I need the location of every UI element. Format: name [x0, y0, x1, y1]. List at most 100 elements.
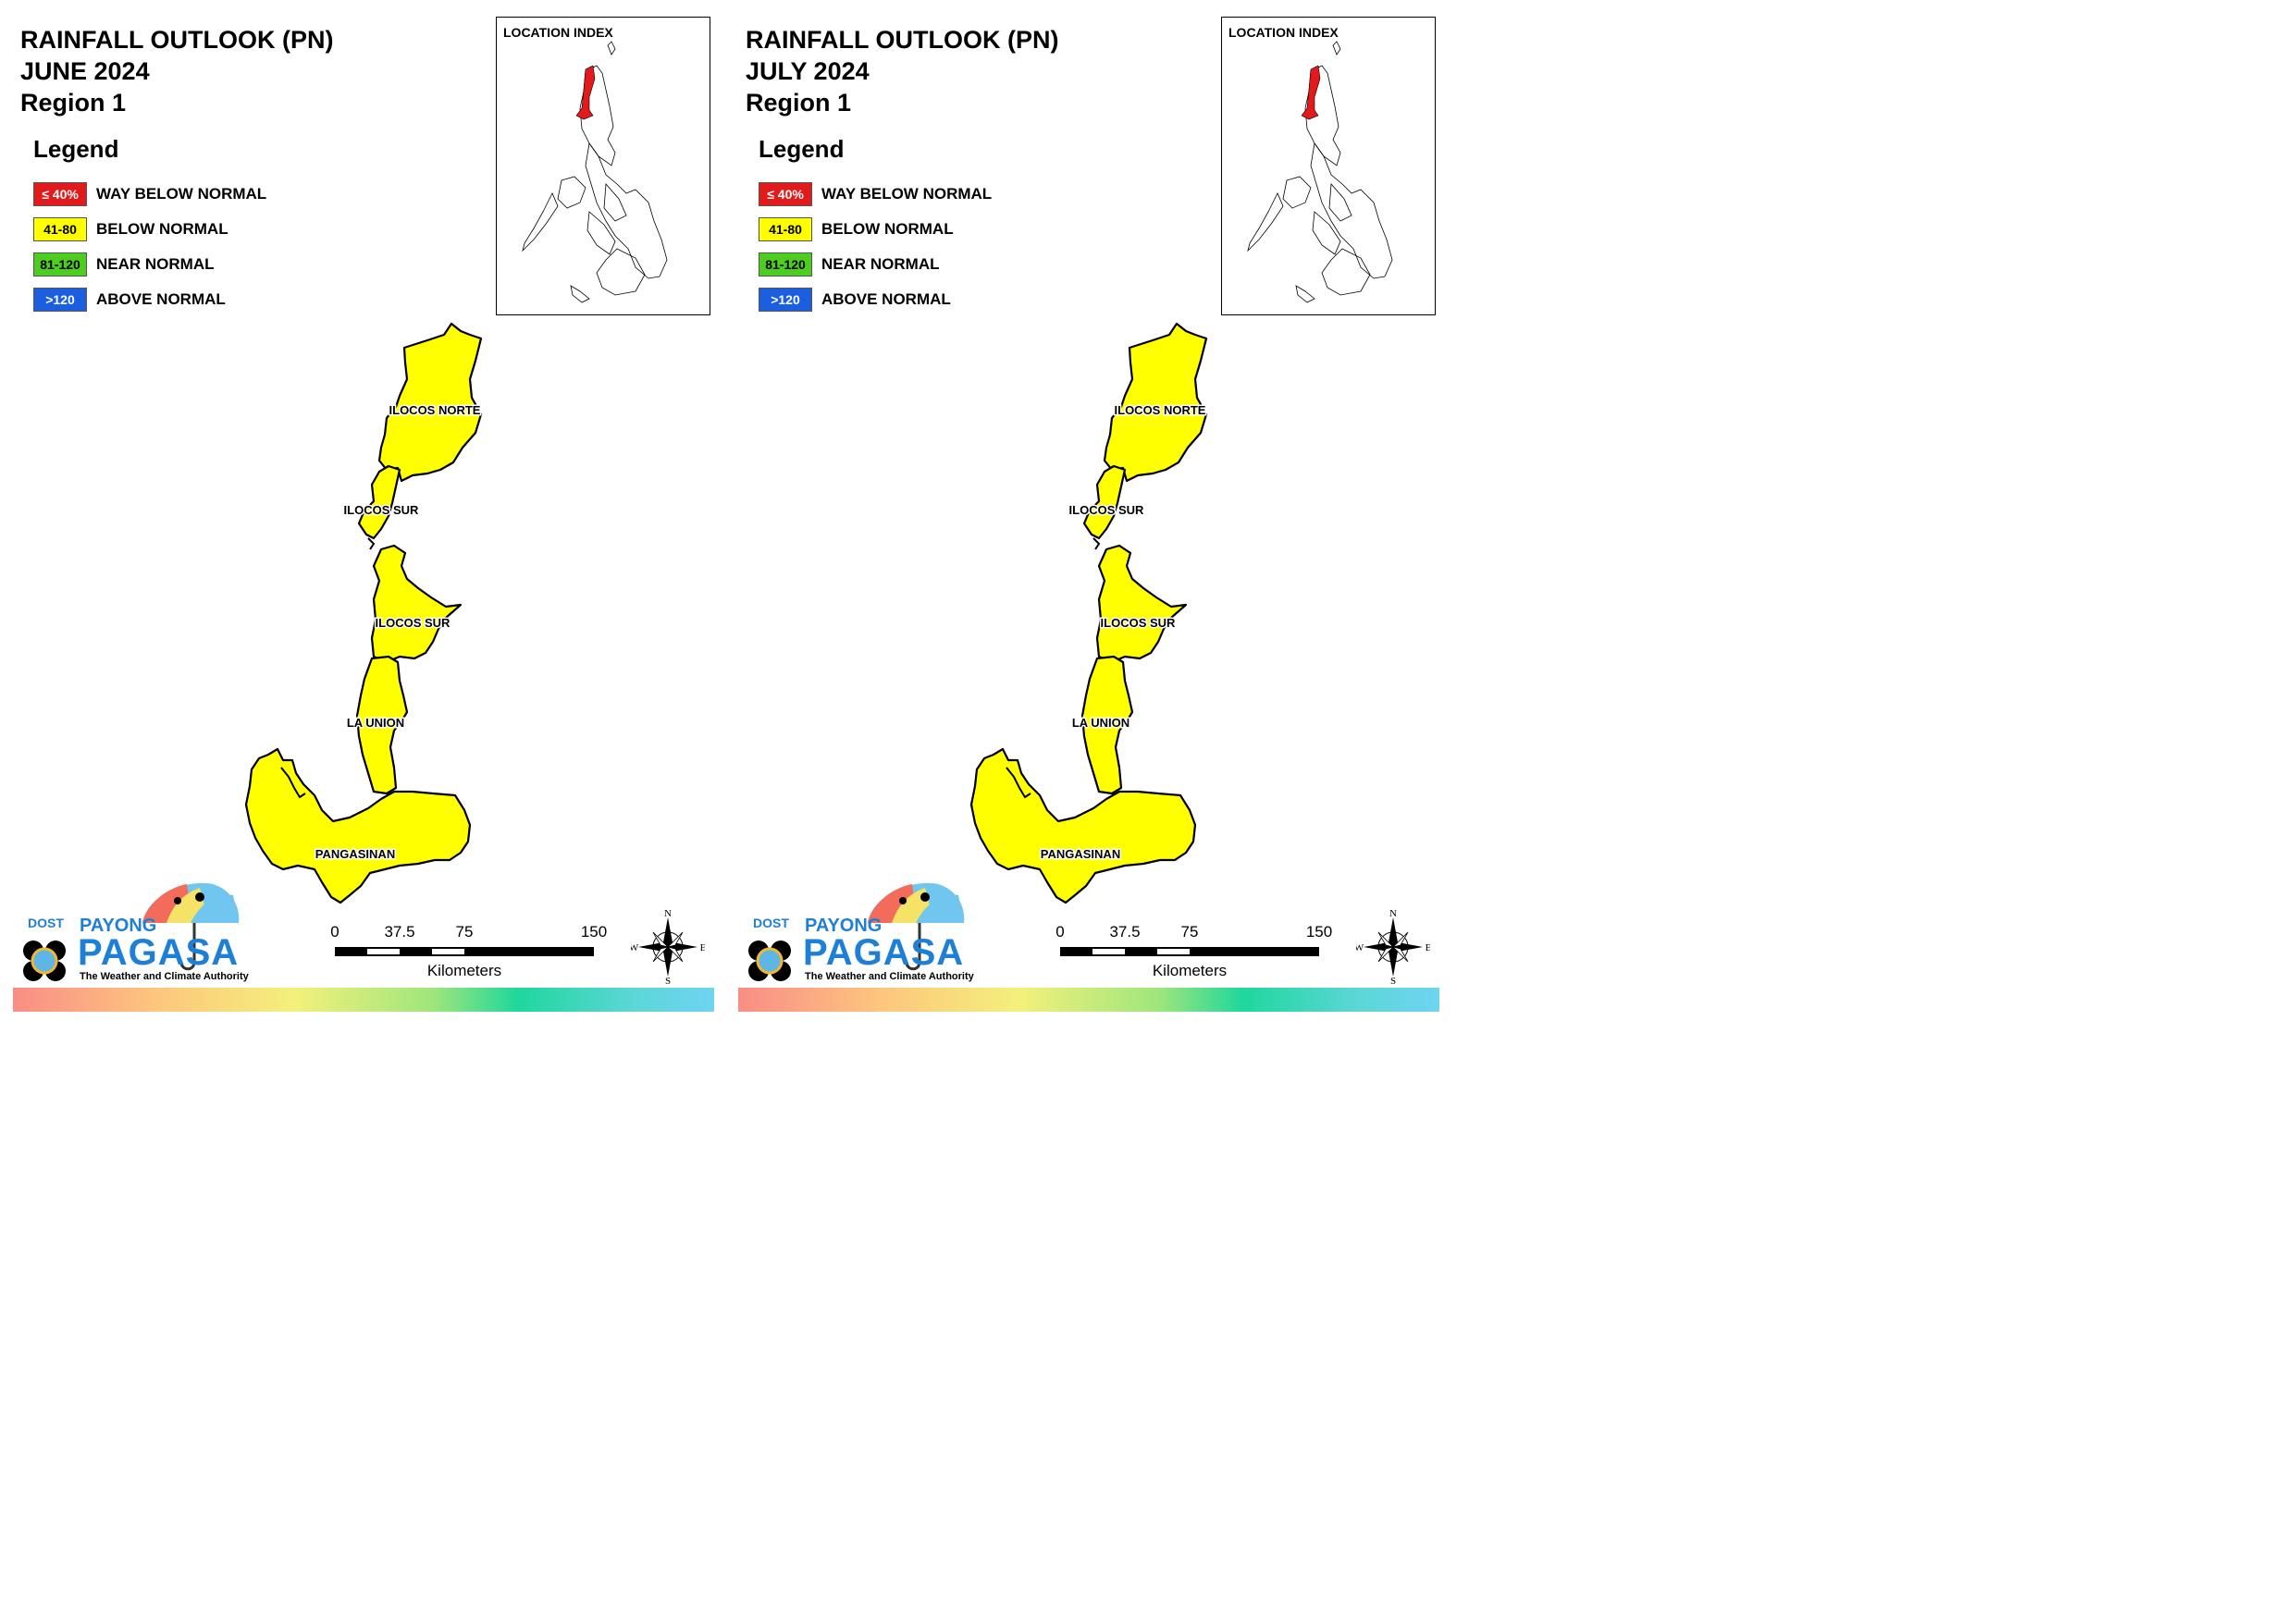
- title-line-2: JUNE 2024: [20, 57, 150, 85]
- map-title: RAINFALL OUTLOOK (PN) JULY 2024 Region 1: [746, 24, 1058, 118]
- compass-s: S: [665, 976, 671, 984]
- province-label: PANGASINAN: [1041, 847, 1120, 861]
- legend-swatch: 41-80: [33, 217, 87, 241]
- logo-dost-text: DOST: [753, 916, 789, 930]
- title-line-3: Region 1: [746, 89, 852, 117]
- logo-dost-text: DOST: [28, 916, 64, 930]
- legend-item-below-normal: 41-80 BELOW NORMAL: [759, 212, 992, 247]
- compass-w: W: [1356, 942, 1364, 953]
- legend-label: NEAR NORMAL: [821, 255, 940, 273]
- legend-swatch: 41-80: [759, 217, 812, 241]
- legend-item-below-normal: 41-80 BELOW NORMAL: [33, 212, 266, 247]
- compass-n: N: [1389, 910, 1397, 919]
- pagasa-logo: DOST PAYONG PAGASA The Weather and Clima…: [19, 879, 259, 990]
- pagasa-logo: DOST PAYONG PAGASA The Weather and Clima…: [744, 879, 984, 990]
- legend-label: BELOW NORMAL: [821, 220, 954, 238]
- legend: Legend ≤ 40% WAY BELOW NORMAL 41-80 BELO…: [33, 135, 266, 317]
- philippines-outline-map: [522, 41, 668, 303]
- compass-rose-icon: N S E W: [1356, 910, 1430, 984]
- logo-tagline: The Weather and Climate Authority: [80, 971, 249, 982]
- umbrella-icon: [23, 882, 240, 981]
- legend-label: BELOW NORMAL: [96, 220, 228, 238]
- province-label: ILOCOS NORTE: [1115, 403, 1206, 417]
- province-label: ILOCOS SUR: [1101, 616, 1177, 630]
- logo-tagline: The Weather and Climate Authority: [805, 971, 974, 982]
- legend-title: Legend: [33, 135, 119, 163]
- outlook-panel-june: RAINFALL OUTLOOK (PN) JUNE 2024 Region 1…: [0, 0, 725, 1025]
- legend-swatch: 81-120: [759, 252, 812, 277]
- scale-bar: 0 37.5 75 150 Kilometers: [1055, 923, 1332, 984]
- compass-w: W: [631, 942, 639, 953]
- province-pangasinan: [244, 747, 472, 904]
- province-label: ILOCOS SUR: [344, 503, 420, 517]
- scale-tick-label: 75: [455, 923, 474, 941]
- legend-swatch: 81-120: [33, 252, 87, 277]
- scale-unit-label: Kilometers: [1152, 962, 1228, 979]
- legend-item-above-normal: >120 ABOVE NORMAL: [759, 282, 992, 317]
- title-line-3: Region 1: [20, 89, 127, 117]
- province-label: LA UNION: [1072, 716, 1129, 730]
- province-ilocos-sur-north: [357, 464, 401, 540]
- scale-bar-graphic: [1060, 947, 1319, 956]
- legend-item-above-normal: >120 ABOVE NORMAL: [33, 282, 266, 317]
- province-la-union: [1080, 655, 1134, 795]
- location-index-inset: LOCATION INDEX: [496, 17, 710, 315]
- scale-bar: 0 37.5 75 150 Kilometers: [330, 923, 607, 984]
- legend-label: WAY BELOW NORMAL: [96, 185, 267, 203]
- outlook-panel-july: RAINFALL OUTLOOK (PN) JULY 2024 Region 1…: [725, 0, 1450, 1025]
- location-index-title: LOCATION INDEX: [503, 25, 613, 40]
- legend-swatch: ≤ 40%: [33, 182, 87, 206]
- legend-item-near-normal: 81-120 NEAR NORMAL: [759, 247, 992, 282]
- scale-bar-graphic: [335, 947, 594, 956]
- scale-tick-label: 0: [330, 923, 339, 941]
- compass-s: S: [1390, 976, 1396, 984]
- legend-item-way-below-normal: ≤ 40% WAY BELOW NORMAL: [759, 177, 992, 212]
- region-1-highlight: [1301, 65, 1321, 120]
- scale-tick-label: 37.5: [1109, 923, 1141, 941]
- legend-label: NEAR NORMAL: [96, 255, 215, 273]
- legend-label: ABOVE NORMAL: [821, 290, 951, 308]
- logo-pagasa-text: PAGASA: [78, 932, 240, 973]
- umbrella-icon: [748, 882, 965, 981]
- title-line-1: RAINFALL OUTLOOK (PN): [746, 26, 1059, 54]
- legend-label: WAY BELOW NORMAL: [821, 185, 993, 203]
- province-label: LA UNION: [347, 716, 404, 730]
- legend-swatch: >120: [33, 288, 87, 312]
- legend-item-way-below-normal: ≤ 40% WAY BELOW NORMAL: [33, 177, 266, 212]
- logo-pagasa-text: PAGASA: [803, 932, 965, 973]
- province-ilocos-sur-south: [370, 544, 463, 664]
- compass-rose-icon: N S E W: [631, 910, 705, 984]
- scale-tick-label: 75: [1180, 923, 1199, 941]
- logo-payong-text: PAYONG: [80, 916, 157, 936]
- title-line-1: RAINFALL OUTLOOK (PN): [20, 26, 334, 54]
- map-title: RAINFALL OUTLOOK (PN) JUNE 2024 Region 1: [20, 24, 333, 118]
- legend-item-near-normal: 81-120 NEAR NORMAL: [33, 247, 266, 282]
- region-1-map: ILOCOS NORTE ILOCOS SUR ILOCOS SUR LA UN…: [244, 322, 483, 904]
- province-ilocos-sur-south: [1095, 544, 1188, 664]
- legend-swatch: >120: [759, 288, 812, 312]
- location-index-inset: LOCATION INDEX: [1221, 17, 1436, 315]
- region-1-highlight: [575, 65, 596, 120]
- footer-gradient-bar: [13, 988, 714, 1012]
- scale-tick-label: 150: [1305, 923, 1333, 941]
- province-label: ILOCOS SUR: [376, 616, 451, 630]
- logo-payong-text: PAYONG: [805, 916, 883, 936]
- scale-unit-label: Kilometers: [426, 962, 502, 979]
- legend-label: ABOVE NORMAL: [96, 290, 226, 308]
- province-la-union: [355, 655, 409, 795]
- legend: Legend ≤ 40% WAY BELOW NORMAL 41-80 BELO…: [759, 135, 992, 317]
- title-line-2: JULY 2024: [746, 57, 870, 85]
- scale-tick-label: 0: [1055, 923, 1065, 941]
- location-index-title: LOCATION INDEX: [1228, 25, 1339, 40]
- philippines-outline-map: [1247, 41, 1393, 303]
- scale-tick-label: 37.5: [384, 923, 415, 941]
- province-pangasinan: [969, 747, 1197, 904]
- province-label: ILOCOS NORTE: [389, 403, 481, 417]
- province-label: PANGASINAN: [315, 847, 395, 861]
- legend-title: Legend: [759, 135, 845, 163]
- province-ilocos-norte: [1103, 322, 1208, 483]
- compass-e: E: [1426, 942, 1430, 953]
- province-ilocos-sur-north: [1082, 464, 1127, 540]
- province-ilocos-norte: [377, 322, 483, 483]
- legend-swatch: ≤ 40%: [759, 182, 812, 206]
